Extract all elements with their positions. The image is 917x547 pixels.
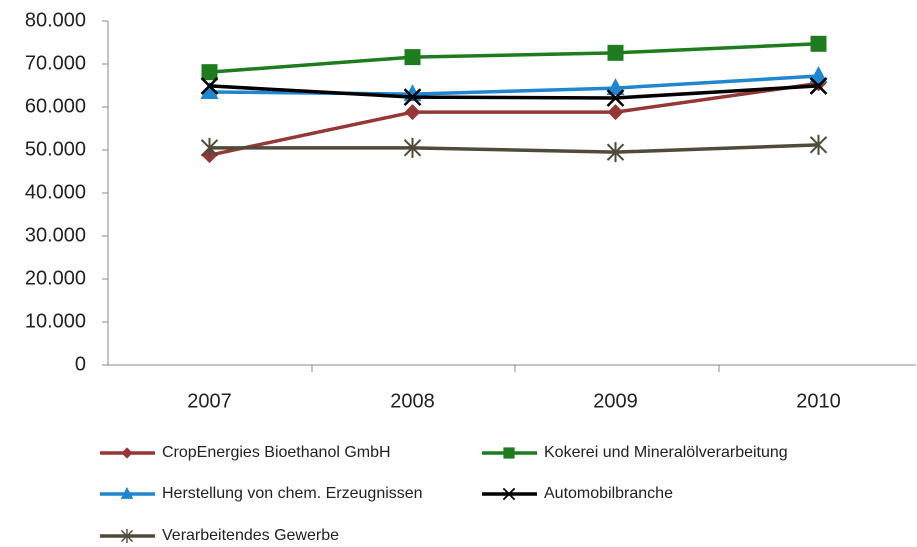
legend-marker — [120, 529, 134, 544]
y-tick-label: 0 — [75, 353, 86, 375]
y-tick-label: 40.000 — [25, 181, 86, 203]
y-tick-label: 30.000 — [25, 224, 86, 246]
point — [200, 81, 219, 99]
y-tick-label: 10.000 — [25, 310, 86, 332]
point — [809, 134, 828, 155]
y-tick-label: 20.000 — [25, 267, 86, 289]
legend-marker — [502, 487, 516, 501]
point — [201, 64, 218, 81]
point — [606, 142, 625, 163]
point — [607, 104, 624, 121]
series-line — [209, 84, 819, 100]
point — [810, 35, 827, 52]
legend-label: Kokerei und Mineralölverarbeitung — [544, 444, 788, 461]
point — [200, 137, 219, 158]
y-tick-label: 70.000 — [25, 52, 86, 74]
point — [809, 77, 828, 95]
point — [404, 49, 421, 66]
y-tick-label: 60.000 — [25, 95, 86, 117]
x-tick-label: 2008 — [390, 390, 435, 412]
legend-label: Herstellung von chem. Erzeugnissen — [162, 485, 423, 502]
series-line — [209, 81, 819, 157]
legend-marker — [120, 487, 134, 499]
legend-label: Automobilbranche — [544, 485, 673, 502]
point — [403, 137, 422, 158]
point — [403, 88, 422, 106]
legend-label: CropEnergies Bioethanol GmbH — [162, 444, 391, 461]
point — [607, 44, 624, 61]
y-tick-label: 50.000 — [25, 138, 86, 160]
legend-marker — [503, 447, 515, 459]
x-tick-label: 2010 — [796, 390, 841, 412]
x-tick-label: 2009 — [593, 390, 638, 412]
legend-marker — [121, 447, 133, 459]
series-line — [209, 143, 819, 154]
series-line — [209, 42, 819, 74]
point — [809, 66, 828, 84]
point — [606, 89, 625, 107]
legend-label: Verarbeitendes Gewerbe — [162, 527, 339, 544]
point — [404, 104, 421, 121]
y-tick-label: 80.000 — [25, 9, 86, 31]
point — [200, 77, 219, 95]
point — [606, 78, 625, 96]
x-tick-label: 2007 — [187, 390, 232, 412]
